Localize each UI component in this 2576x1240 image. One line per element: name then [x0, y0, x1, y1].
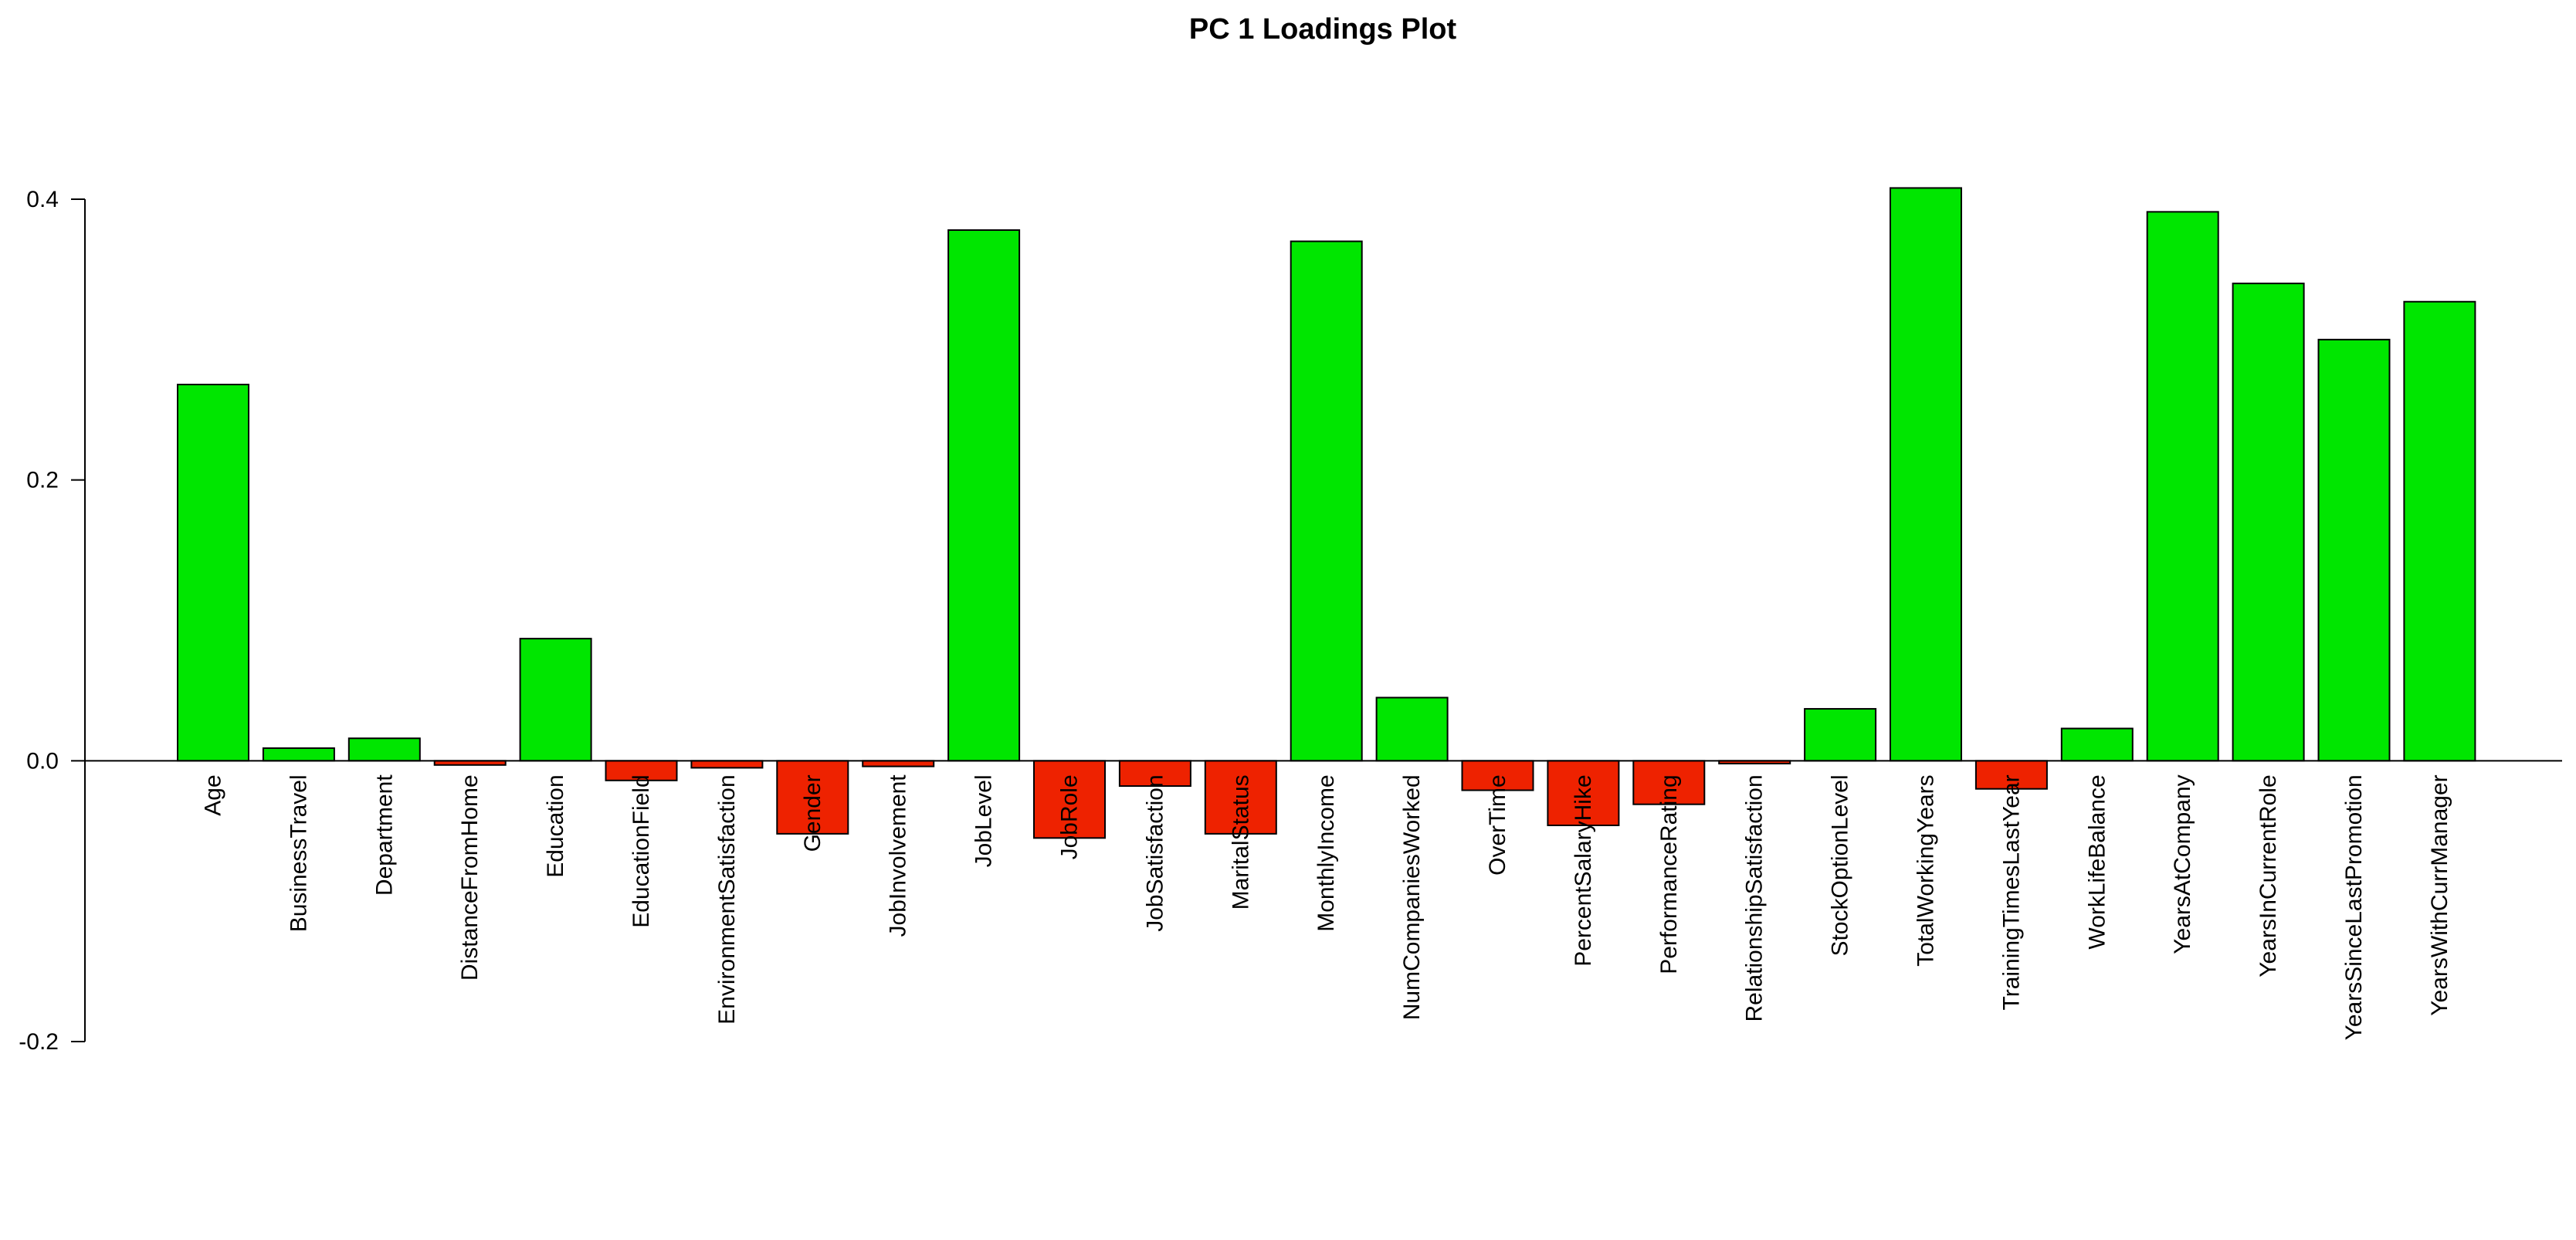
bar-overtime — [1461, 760, 1534, 791]
x-tick-label: OverTime — [1485, 774, 1510, 876]
bar-education — [519, 638, 592, 762]
bar-jobsatisfaction — [1118, 760, 1191, 788]
x-tick-label: YearsWithCurrManager — [2427, 774, 2452, 1015]
bar-monthlyincome — [1290, 240, 1363, 762]
x-tick-label: PercentSalaryHike — [1571, 774, 1596, 966]
bar-gender — [776, 760, 849, 835]
x-tick-label: Gender — [800, 774, 825, 852]
bar-jobinvolvement — [862, 760, 935, 767]
x-tick-label: JobInvolvement — [886, 774, 911, 937]
y-tick-label: 0.2 — [26, 468, 59, 493]
bar-maritalstatus — [1204, 760, 1277, 835]
x-tick-label: EducationField — [629, 774, 654, 927]
chart-title: PC 1 Loadings Plot — [1189, 13, 1457, 46]
bar-yearsincurrentrole — [2232, 283, 2305, 762]
x-tick-label: BusinessTravel — [286, 774, 311, 932]
x-tick-label: NumCompaniesWorked — [1399, 774, 1425, 1020]
x-axis-labels: Age BusinessTravel Department DistanceFromH… — [201, 774, 2452, 1041]
x-tick-label: YearsSinceLastPromotion — [2341, 774, 2367, 1040]
x-tick-label: MaritalStatus — [1228, 774, 1253, 910]
y-axis: -0.2 0.0 0.2 0.4 — [19, 187, 86, 1055]
y-tick-label: 0.4 — [26, 187, 59, 212]
x-tick-label: RelationshipSatisfaction — [1742, 774, 1768, 1021]
x-tick-label: EnvironmentSatisfaction — [714, 774, 740, 1024]
bar-totalworkingyears — [1890, 187, 1962, 762]
x-tick-label: JobLevel — [971, 774, 997, 867]
bar-businesstravel — [262, 747, 335, 762]
y-tick-label: -0.2 — [19, 1029, 59, 1055]
bar-department — [347, 737, 421, 762]
bar-age — [177, 384, 249, 762]
bar-worklifebalance — [2060, 727, 2134, 762]
x-tick-label: YearsAtCompany — [2170, 774, 2195, 954]
bar-yearssincelastpromotion — [2317, 338, 2391, 762]
bar-educationfield — [605, 760, 678, 781]
x-tick-label: TotalWorkingYears — [1913, 774, 1939, 966]
x-tick-label: JobSatisfaction — [1142, 774, 1168, 931]
bar-yearsatcompany — [2146, 211, 2219, 762]
x-tick-label: YearsInCurrentRole — [2256, 774, 2281, 977]
bar-joblevel — [947, 229, 1021, 762]
x-tick-label: JobRole — [1057, 774, 1083, 859]
bar-stockoptionlevel — [1804, 708, 1877, 762]
x-tick-label: Education — [543, 774, 568, 877]
bars — [177, 187, 2476, 839]
x-tick-label: DistanceFromHome — [457, 774, 483, 981]
x-tick-label: Department — [371, 774, 397, 896]
bar-environmentsatisfaction — [690, 760, 764, 769]
x-tick-label: TrainingTimesLastYear — [1998, 774, 2024, 1010]
x-tick-label: StockOptionLevel — [1828, 774, 1853, 956]
x-tick-label: MonthlyIncome — [1313, 774, 1339, 931]
x-tick-label: WorkLifeBalance — [2084, 774, 2110, 949]
y-tick-label: 0.0 — [26, 748, 59, 774]
bar-numcompaniesworked — [1375, 696, 1449, 762]
x-tick-label: Age — [201, 774, 226, 815]
bar-yearswithcurrmanager — [2403, 300, 2476, 762]
bar-jobrole — [1033, 760, 1106, 839]
x-tick-label: PerformanceRating — [1656, 774, 1682, 974]
